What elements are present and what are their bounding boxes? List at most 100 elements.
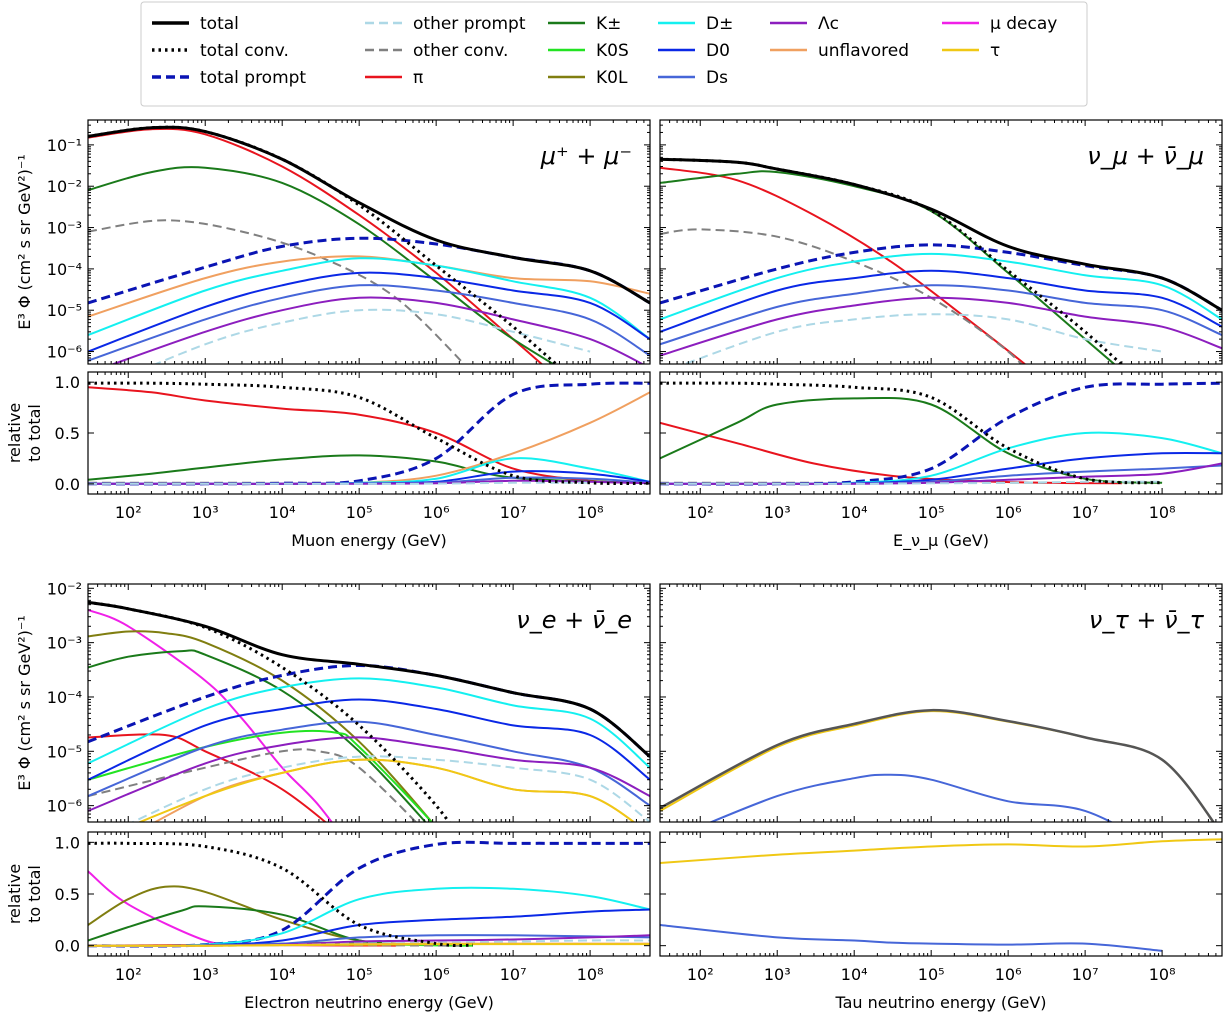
flux-axes-frame (87, 583, 651, 823)
legend-entry-total-prompt: total prompt (152, 68, 306, 88)
y-tick-label: 10⁻² (47, 579, 82, 598)
x-ticks (87, 120, 651, 494)
panels: 10² 10³ 10⁴ 10⁵ 10⁶ 10⁷ 10⁸ Muon energy (GeV) μ⁺… (5, 119, 1223, 1012)
flux-line-k0l (88, 630, 434, 822)
legend-entry-c: Λc (770, 14, 839, 34)
x-ticks (87, 584, 651, 956)
flux-line-series (660, 710, 1215, 822)
x-axis-label: Electron neutrino energy (GeV) (244, 993, 494, 1012)
flux-line-c (660, 296, 1222, 357)
ratio-y-tick-label: 1.0 (55, 833, 80, 852)
legend-entry-other-prompt: other prompt (365, 14, 526, 34)
y-tick-label: 10⁻⁶ (47, 343, 82, 362)
x-tick-label: 10⁷ (500, 965, 527, 984)
y-ticks (88, 119, 650, 485)
flux-line-k0s (88, 729, 433, 822)
flux-series (88, 125, 650, 364)
y-ticks (660, 119, 1222, 485)
flux-line-other-prompt (153, 308, 591, 364)
legend-label: total conv. (200, 41, 289, 61)
y-tick-label: 10⁻⁵ (47, 742, 82, 761)
ratio-line-other-prompt (88, 481, 591, 485)
x-tick-label: 10⁸ (1149, 503, 1176, 522)
ratio-series (88, 840, 650, 948)
ratio-line-d0 (660, 451, 1222, 485)
flux-line-other-prompt (130, 755, 650, 822)
legend-label: τ (990, 41, 1000, 61)
flux-line-other-conv (88, 219, 466, 364)
ratio-line-unflavored (88, 391, 650, 485)
panel-muon: 10² 10³ 10⁴ 10⁵ 10⁶ 10⁷ 10⁸ Muon energy (GeV) μ⁺… (5, 119, 651, 550)
y-tick-label: 10⁻⁴ (47, 688, 82, 707)
flux-line-series (660, 166, 1027, 364)
legend-label: Ds (706, 68, 728, 88)
x-tick-label: 10⁶ (423, 965, 450, 984)
x-tick-label: 10³ (192, 965, 219, 984)
x-tick-label: 10⁴ (841, 965, 868, 984)
ratio-series (88, 381, 650, 486)
flux-line-ds (88, 284, 650, 362)
y-tick-label: 10⁻⁶ (47, 797, 82, 816)
x-tick-label: 10⁶ (995, 503, 1022, 522)
flux-line-d (660, 252, 1222, 321)
ratio-y-tick-label: 0.0 (55, 937, 80, 956)
ratio-y-tick-label: 1.0 (55, 373, 80, 392)
flux-line-total (660, 708, 1215, 822)
flux-axes-frame (659, 583, 1223, 823)
ratio-y-axis-label: to total (25, 404, 44, 462)
legend-label: π (413, 68, 423, 88)
x-tick-label: 10⁵ (918, 503, 945, 522)
legend-entry-series: τ (942, 41, 1000, 61)
ratio-y-axis-label: to total (25, 865, 44, 923)
ratio-line-other-prompt (660, 480, 1163, 485)
panel-title: ν_τ + ν̄_τ (1089, 606, 1205, 634)
legend-label: total (200, 14, 239, 34)
legend-label: D0 (706, 41, 730, 61)
panel-title: μ⁺ + μ⁻ (540, 142, 632, 170)
x-tick-label: 10² (115, 965, 142, 984)
flux-line-series (137, 758, 636, 822)
legend-entry-k0l: K0L (548, 68, 628, 88)
flux-line-d (88, 257, 650, 340)
y-tick-label: 10⁻⁵ (47, 301, 82, 320)
legend-entry-d: D± (658, 14, 733, 34)
x-tick-label: 10⁷ (500, 503, 527, 522)
ratio-series (660, 838, 1222, 952)
legend-entry-ds: Ds (658, 68, 728, 88)
flux-line-total (660, 157, 1222, 312)
flux-line-decay (88, 608, 333, 822)
x-tick-label: 10² (687, 965, 714, 984)
legend-label: μ decay (990, 14, 1057, 34)
legend-frame (140, 1, 1088, 107)
x-ticks (659, 120, 1223, 494)
flux-series (88, 600, 650, 822)
y-tick-label: 10⁻³ (47, 634, 82, 653)
x-tick-label: 10⁸ (577, 965, 604, 984)
legend-entry-unflavored: unflavored (770, 41, 909, 61)
legend-entry-k0s: K0S (548, 41, 629, 61)
ratio-y-tick-label: 0.5 (55, 424, 80, 443)
x-tick-label: 10⁸ (1149, 965, 1176, 984)
x-tick-label: 10⁴ (841, 503, 868, 522)
panel-title: ν_e + ν̄_e (516, 606, 632, 634)
x-ticks (659, 584, 1223, 956)
legend-entry-other-conv: other conv. (365, 41, 508, 61)
y-tick-label: 10⁻⁴ (47, 260, 82, 279)
y-tick-label: 10⁻¹ (47, 136, 82, 155)
x-tick-label: 10⁸ (577, 503, 604, 522)
ratio-y-tick-label: 0.5 (55, 885, 80, 904)
x-tick-label: 10⁵ (346, 503, 373, 522)
legend-entry-d0: D0 (658, 41, 730, 61)
y-axis-label: E³ Φ (cm² s sr GeV²)⁻¹ (15, 615, 34, 791)
ratio-line-ds (660, 924, 1163, 952)
x-axis-label: E_ν_μ (GeV) (893, 531, 989, 551)
x-tick-label: 10⁶ (423, 503, 450, 522)
legend: total total conv. total prompt other prompt… (140, 1, 1088, 107)
flux-line-other-prompt (682, 313, 1163, 364)
panel-title: ν_μ + ν̄_μ (1087, 142, 1204, 170)
legend-label: total prompt (200, 68, 306, 88)
ratio-y-axis-label: relative (5, 864, 24, 924)
flux-axes-frame (659, 119, 1223, 365)
flux-line-d0 (88, 698, 650, 781)
flux-line-c (88, 736, 650, 812)
